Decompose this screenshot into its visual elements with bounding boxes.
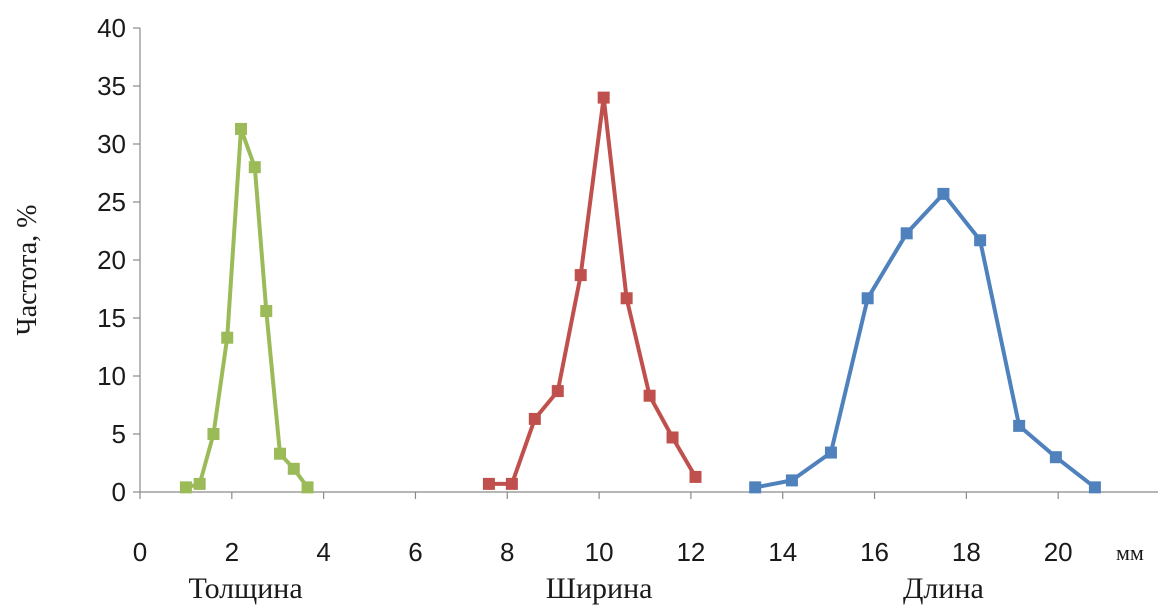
data-point-marker: [574, 269, 587, 282]
y-tick-label: 20: [97, 245, 126, 275]
x-axis-unit: мм: [1116, 540, 1144, 565]
data-point-marker: [824, 446, 837, 459]
data-point-marker: [528, 412, 541, 425]
category-label: Толщина: [189, 572, 303, 605]
data-point-marker: [179, 481, 192, 494]
x-tick-label: 16: [860, 537, 889, 567]
category-label: Ширина: [546, 572, 653, 605]
data-point-marker: [482, 477, 495, 490]
data-point-marker: [689, 470, 702, 483]
x-tick-label: 10: [585, 537, 614, 567]
y-axis-label: Частота, %: [12, 205, 43, 336]
series-line: [185, 126, 310, 490]
data-point-marker: [221, 331, 234, 344]
x-tick-label: 6: [408, 537, 422, 567]
y-tick-label: 40: [97, 13, 126, 43]
x-tick-label: 14: [768, 537, 797, 567]
data-point-marker: [301, 481, 314, 494]
data-point-marker: [749, 481, 762, 494]
y-tick-label: 25: [97, 187, 126, 217]
x-tick-label: 20: [1044, 537, 1073, 567]
data-point-marker: [1088, 481, 1101, 494]
y-tick-label: 15: [97, 303, 126, 333]
data-point-marker: [551, 385, 564, 398]
data-point-marker: [505, 477, 518, 490]
data-point-marker: [785, 474, 798, 487]
y-tick-label: 30: [97, 129, 126, 159]
data-point-marker: [260, 305, 273, 318]
data-point-marker: [900, 227, 913, 240]
series-line: [488, 95, 698, 486]
x-tick-label: 0: [133, 537, 147, 567]
data-point-marker: [287, 462, 300, 475]
data-point-marker: [597, 91, 610, 104]
data-point-marker: [193, 477, 206, 490]
data-point-marker: [1049, 451, 1062, 464]
x-tick-label: 8: [500, 537, 514, 567]
y-tick-label: 5: [112, 419, 126, 449]
plot-area: 0 5 10 15 20 25 30 35 40 0 2 4 6 8 10 12 14 16 18 20 мм Толщи…: [12, 13, 1158, 605]
data-point-marker: [937, 187, 950, 200]
x-tick-label: 2: [225, 537, 239, 567]
x-tick-label: 4: [316, 537, 330, 567]
x-tick-label: 12: [676, 537, 705, 567]
data-point-marker: [274, 447, 287, 460]
y-tick-label: 0: [112, 477, 126, 507]
data-point-marker: [1013, 419, 1026, 432]
data-point-marker: [620, 292, 633, 305]
data-point-marker: [666, 431, 679, 444]
data-point-marker: [235, 122, 247, 135]
x-tick-label: 18: [952, 537, 981, 567]
data-point-marker: [207, 428, 220, 440]
data-point-marker: [861, 292, 874, 305]
data-point-marker: [248, 161, 261, 174]
data-point-marker: [643, 389, 656, 402]
y-tick-label: 35: [97, 71, 126, 101]
data-point-marker: [974, 234, 987, 247]
y-tick-label: 10: [97, 361, 126, 391]
category-label: Длина: [903, 572, 984, 605]
series-line: [754, 191, 1097, 490]
